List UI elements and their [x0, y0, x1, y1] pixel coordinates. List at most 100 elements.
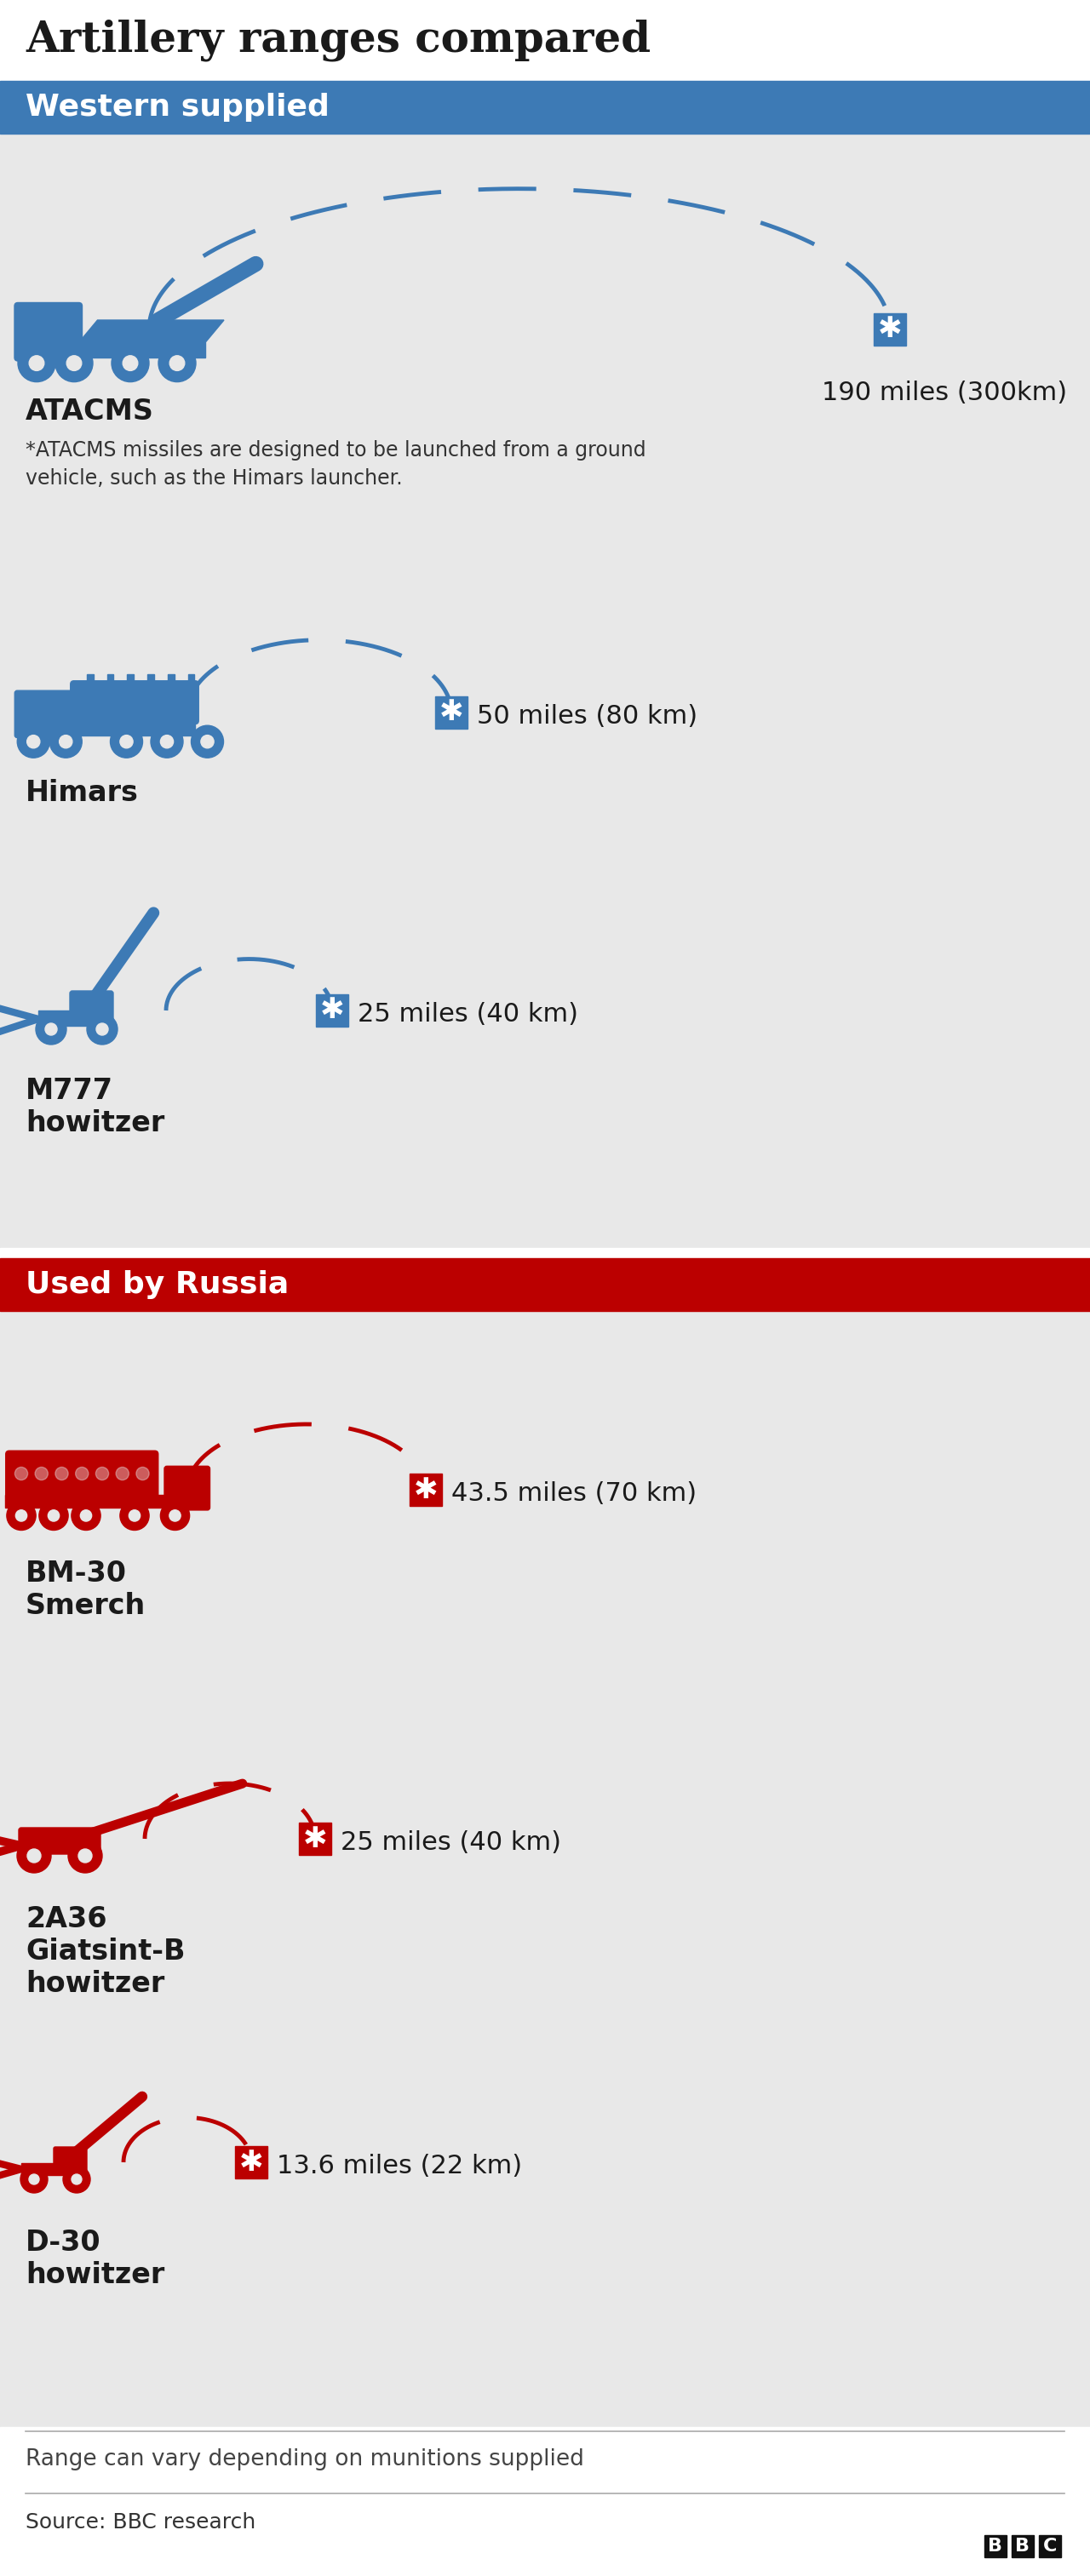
Circle shape	[160, 1502, 190, 1530]
Bar	[1012, 2535, 1033, 2558]
Circle shape	[15, 1468, 27, 1481]
FancyBboxPatch shape	[299, 1824, 331, 1855]
Circle shape	[169, 1510, 181, 1522]
Circle shape	[158, 345, 196, 381]
Circle shape	[29, 355, 44, 371]
Bar	[17, 343, 205, 358]
Text: 190 miles (300km): 190 miles (300km)	[822, 381, 1067, 404]
Circle shape	[35, 1468, 48, 1481]
Circle shape	[17, 726, 50, 757]
Circle shape	[111, 345, 149, 381]
Bar	[38, 1010, 107, 1025]
FancyBboxPatch shape	[874, 314, 906, 345]
Bar	[22, 2164, 81, 2174]
FancyBboxPatch shape	[19, 1829, 100, 1855]
Circle shape	[96, 1023, 108, 1036]
Text: ✱: ✱	[303, 1824, 327, 1852]
FancyBboxPatch shape	[70, 992, 113, 1025]
Circle shape	[17, 1839, 51, 1873]
Text: ✱: ✱	[413, 1476, 438, 1504]
Text: Range can vary depending on munitions supplied: Range can vary depending on munitions su…	[25, 2447, 584, 2470]
Text: Artillery ranges compared: Artillery ranges compared	[25, 21, 651, 62]
Circle shape	[120, 734, 133, 747]
Circle shape	[50, 726, 82, 757]
Circle shape	[160, 734, 173, 747]
Bar	[984, 2535, 1006, 2558]
Circle shape	[63, 2166, 90, 2192]
Circle shape	[75, 1468, 88, 1481]
Text: B: B	[1016, 2537, 1030, 2555]
Circle shape	[123, 355, 137, 371]
Circle shape	[27, 734, 40, 747]
Circle shape	[66, 355, 82, 371]
Circle shape	[68, 1839, 102, 1873]
Circle shape	[150, 726, 183, 757]
Circle shape	[15, 1510, 27, 1522]
Circle shape	[36, 1015, 66, 1043]
Circle shape	[96, 1468, 109, 1481]
Text: Himars: Himars	[25, 778, 138, 806]
Text: D-30
howitzer: D-30 howitzer	[25, 2228, 165, 2290]
Bar	[128, 675, 134, 685]
Text: 43.5 miles (70 km): 43.5 miles (70 km)	[451, 1481, 697, 1507]
Circle shape	[59, 734, 72, 747]
Bar	[107, 675, 113, 685]
Circle shape	[191, 726, 223, 757]
Circle shape	[7, 1502, 36, 1530]
Bar	[0, 2427, 1090, 2576]
Text: Used by Russia: Used by Russia	[25, 1270, 289, 1298]
Circle shape	[39, 1502, 69, 1530]
Polygon shape	[78, 319, 223, 343]
FancyBboxPatch shape	[165, 1466, 210, 1510]
Text: Source: BBC research: Source: BBC research	[25, 2512, 256, 2532]
Circle shape	[21, 2166, 48, 2192]
FancyBboxPatch shape	[71, 680, 198, 724]
Text: *ATACMS missiles are designed to be launched from a ground
vehicle, such as the : *ATACMS missiles are designed to be laun…	[25, 440, 646, 489]
Bar	[0, 80, 1090, 134]
Bar	[0, 0, 1090, 80]
Circle shape	[136, 1468, 149, 1481]
Text: 2A36
Giatsint-B
howitzer: 2A36 Giatsint-B howitzer	[25, 1906, 185, 1999]
FancyBboxPatch shape	[53, 2146, 87, 2174]
FancyBboxPatch shape	[14, 301, 82, 361]
Bar	[0, 1311, 1090, 2427]
Circle shape	[170, 355, 184, 371]
Circle shape	[56, 345, 93, 381]
Text: M777
howitzer: M777 howitzer	[25, 1077, 165, 1139]
Circle shape	[48, 1510, 59, 1522]
Text: B: B	[989, 2537, 1003, 2555]
Text: 25 miles (40 km): 25 miles (40 km)	[358, 1002, 578, 1028]
Bar	[168, 675, 174, 685]
Circle shape	[87, 1015, 118, 1043]
Circle shape	[72, 1502, 100, 1530]
Circle shape	[45, 1023, 57, 1036]
Text: ✱: ✱	[239, 2148, 264, 2177]
Circle shape	[116, 1468, 129, 1481]
Bar	[5, 1494, 199, 1507]
Bar	[187, 675, 194, 685]
Text: Western supplied: Western supplied	[25, 93, 329, 121]
Bar	[147, 675, 154, 685]
FancyBboxPatch shape	[5, 1450, 158, 1499]
Bar	[87, 675, 94, 685]
Bar	[0, 1257, 1090, 1311]
FancyBboxPatch shape	[435, 696, 468, 729]
Circle shape	[17, 345, 56, 381]
Text: ATACMS: ATACMS	[25, 397, 154, 425]
Text: BM-30
Smerch: BM-30 Smerch	[25, 1558, 146, 1620]
Circle shape	[72, 2174, 82, 2184]
Circle shape	[29, 2174, 39, 2184]
Circle shape	[201, 734, 214, 747]
Text: 13.6 miles (22 km): 13.6 miles (22 km)	[277, 2154, 522, 2179]
Circle shape	[120, 1502, 149, 1530]
Bar	[17, 721, 195, 734]
Text: C: C	[1043, 2537, 1057, 2555]
Circle shape	[78, 1850, 92, 1862]
Circle shape	[56, 1468, 69, 1481]
Text: ✱: ✱	[877, 314, 903, 343]
Circle shape	[129, 1510, 141, 1522]
Circle shape	[81, 1510, 92, 1522]
FancyBboxPatch shape	[235, 2146, 267, 2179]
FancyBboxPatch shape	[14, 690, 76, 737]
Circle shape	[110, 726, 143, 757]
